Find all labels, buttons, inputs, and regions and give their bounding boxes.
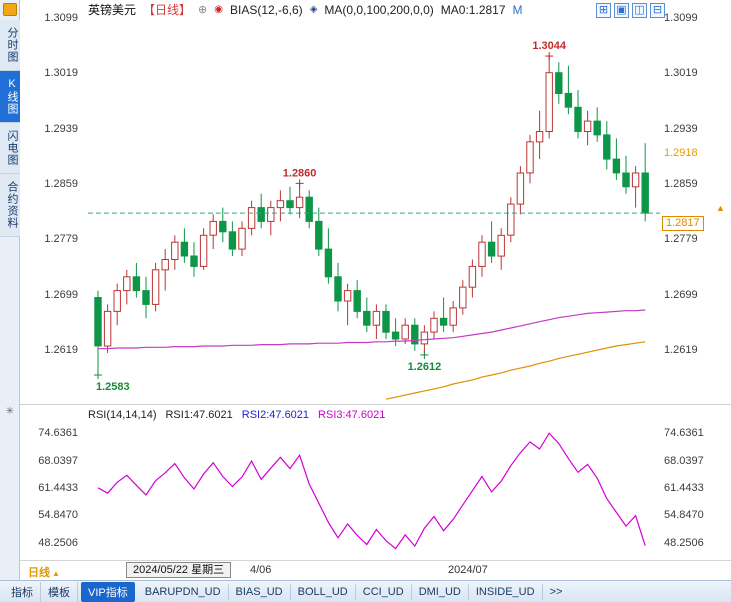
ma-indicator-icon: ◈ xyxy=(309,4,318,15)
axis-label: 1.2859 xyxy=(664,178,698,191)
toolbar-tab-bias[interactable]: BIAS_UD xyxy=(229,583,291,600)
crosshair-date: 2024/05/22 星期三 xyxy=(126,562,232,578)
sidebar-tab-contract-info[interactable]: 合约资料 xyxy=(0,174,20,237)
expand-icon[interactable]: ⊕ xyxy=(198,4,208,16)
rsi-header: RSI(14,14,14) RSI1:47.6021 RSI2:47.6021 … xyxy=(88,408,385,422)
axis-label: 68.0397 xyxy=(664,454,704,467)
axis-label: 1.3099 xyxy=(664,12,698,24)
ma-indicator-label[interactable]: MA(0,0,100,200,0,0) xyxy=(324,3,434,17)
indicator-settings-icon[interactable]: ✳ xyxy=(5,406,15,417)
rsi2-value: RSI2:47.6021 xyxy=(241,409,310,421)
axis-label: 54.8470 xyxy=(38,509,78,522)
axis-label: 1.2699 xyxy=(44,288,78,301)
rsi3-value: RSI3:47.6021 xyxy=(318,409,386,421)
sidebar-tab-kline-chart[interactable]: K线图 xyxy=(0,71,20,123)
time-tick-june: 4/06 xyxy=(250,564,272,576)
axis-label: 48.2506 xyxy=(38,536,78,549)
toolbar-tab-indicator[interactable]: 指标 xyxy=(4,581,41,602)
axis-label: 1.3099 xyxy=(44,12,78,24)
toolbar-tab-boll[interactable]: BOLL_UD xyxy=(291,583,356,600)
rsi-name-label[interactable]: RSI(14,14,14) xyxy=(88,409,157,421)
panel-divider[interactable] xyxy=(20,404,731,405)
sidebar-tab-lightning-chart[interactable]: 闪电图 xyxy=(0,123,20,174)
axis-label: 1.2619 xyxy=(664,344,698,357)
indicator-toolbar: 指标 模板 VIP指标 BARUPDN_UD BIAS_UD BOLL_UD C… xyxy=(0,580,731,602)
layout-grid-icon[interactable]: ⊞ xyxy=(596,3,611,18)
last-price-arrow-icon: ▲ xyxy=(716,203,725,214)
layout-two-col-icon[interactable]: ◫ xyxy=(632,3,647,18)
price-annotation: 1.3044 xyxy=(532,40,567,52)
axis-label: 68.0397 xyxy=(38,454,78,467)
axis-label: 1.2699 xyxy=(664,288,698,301)
toolbar-tab-cci[interactable]: CCI_UD xyxy=(356,583,412,600)
price-annotation: 1.2860 xyxy=(283,167,317,179)
toolbar-tab-barupdn[interactable]: BARUPDN_UD xyxy=(138,583,229,600)
toolbar-tab-inside[interactable]: INSIDE_UD xyxy=(469,583,543,600)
axis-label: 1.2779 xyxy=(664,233,698,246)
ma-line xyxy=(98,309,646,350)
time-tick-july: 2024/07 xyxy=(448,564,488,576)
toolbar-tab-dmi[interactable]: DMI_UD xyxy=(412,583,469,600)
layout-buttons: ⊞ ▣ ◫ ⊟ xyxy=(596,3,665,18)
axis-label: 61.4433 xyxy=(664,482,704,494)
ma0-value: MA0:1.2817 xyxy=(440,3,506,17)
period-badge[interactable]: 日线 ▲ xyxy=(28,564,60,580)
bias-indicator-label[interactable]: BIAS(12,-6,6) xyxy=(229,3,303,17)
period-badge-label: 日线 xyxy=(28,567,50,579)
price-annotation: 1.2612 xyxy=(408,361,442,373)
axis-label: 74.6361 xyxy=(664,427,704,439)
candlestick-chart[interactable]: 1.3044 1.2860 1.2612 1.2583 xyxy=(88,18,660,402)
axis-label: 1.2939 xyxy=(44,122,78,135)
axis-label: 1.3019 xyxy=(664,67,698,80)
app-icon[interactable] xyxy=(2,3,17,16)
candles xyxy=(94,56,649,375)
axis-label: 61.4433 xyxy=(38,482,78,494)
price-annotation: 1.2583 xyxy=(96,381,130,393)
toolbar-tab-vip-indicator[interactable]: VIP指标 xyxy=(81,581,135,602)
axis-label: 48.2506 xyxy=(664,536,704,549)
sidebar: 分时图 K线图 闪电图 合约资料 ✳ xyxy=(0,0,20,602)
period-up-icon: ▲ xyxy=(52,569,60,578)
axis-label: 1.3019 xyxy=(44,67,78,80)
time-axis: 日线 ▲ 2024/05/22 星期三 4/06 2024/07 xyxy=(20,560,731,579)
layout-two-row-icon[interactable]: ⊟ xyxy=(650,3,665,18)
symbol-name: 英镑美元 xyxy=(88,3,137,17)
last-price-tag: 1.2817 xyxy=(662,216,704,232)
ma-line xyxy=(385,341,646,400)
sidebar-tab-time-chart[interactable]: 分时图 xyxy=(0,20,20,71)
axis-label: 1.2779 xyxy=(44,233,78,246)
rsi-chart[interactable] xyxy=(88,425,660,559)
rsi1-value: RSI1:47.6021 xyxy=(165,409,233,421)
chart-header: 英镑美元 【日线】 ⊕ ◉ BIAS(12,-6,6) ◈ MA(0,0,100… xyxy=(88,2,523,18)
toolbar-more-button[interactable]: >> xyxy=(549,585,563,598)
axis-label: 1.2619 xyxy=(44,344,78,357)
period-tag[interactable]: 【日线】 xyxy=(143,3,192,17)
axis-label: 74.6361 xyxy=(38,427,78,439)
axis-label: 1.2859 xyxy=(44,178,78,191)
bias-indicator-icon: ◉ xyxy=(214,4,223,15)
m-label: M xyxy=(512,3,523,17)
axis-label: 54.8470 xyxy=(664,509,704,522)
toolbar-tab-template[interactable]: 模板 xyxy=(41,581,78,602)
layout-single-icon[interactable]: ▣ xyxy=(614,3,629,18)
axis-label: 1.2939 xyxy=(664,122,698,135)
alert-price-tag: 1.2918 xyxy=(664,147,698,160)
rsi-line xyxy=(97,432,646,550)
